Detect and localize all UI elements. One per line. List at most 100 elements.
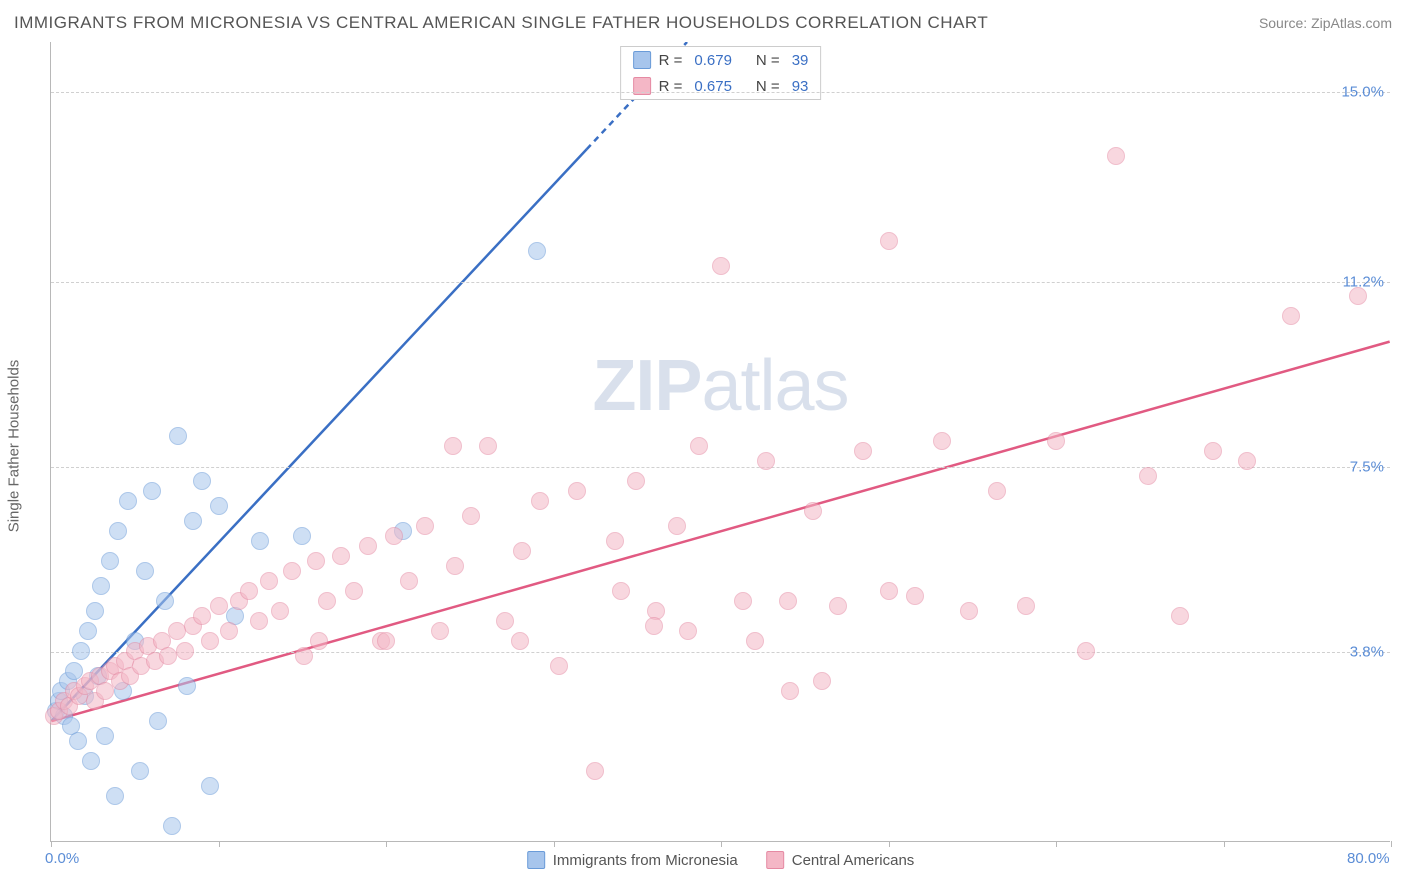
data-point [385, 527, 403, 545]
data-point [136, 562, 154, 580]
data-point [184, 512, 202, 530]
data-point [377, 632, 395, 650]
data-point [880, 232, 898, 250]
data-point [779, 592, 797, 610]
data-point [668, 517, 686, 535]
data-point [446, 557, 464, 575]
data-point [101, 552, 119, 570]
data-point [119, 492, 137, 510]
gridline [51, 467, 1390, 468]
data-point [193, 472, 211, 490]
legend-row: R =0.675N =93 [621, 73, 821, 99]
data-point [250, 612, 268, 630]
data-point [131, 762, 149, 780]
data-point [283, 562, 301, 580]
gridline [51, 92, 1390, 93]
data-point [69, 732, 87, 750]
data-point [271, 602, 289, 620]
data-point [511, 632, 529, 650]
data-point [568, 482, 586, 500]
data-point [260, 572, 278, 590]
data-point [712, 257, 730, 275]
legend-label: Central Americans [792, 852, 915, 869]
watermark: ZIPatlas [592, 345, 848, 427]
data-point [804, 502, 822, 520]
x-tick [386, 841, 387, 847]
data-point [169, 427, 187, 445]
data-point [106, 787, 124, 805]
y-tick-label: 7.5% [1350, 459, 1384, 476]
data-point [109, 522, 127, 540]
chart-header: IMMIGRANTS FROM MICRONESIA VS CENTRAL AM… [0, 0, 1406, 38]
data-point [92, 577, 110, 595]
data-point [627, 472, 645, 490]
x-tick [889, 841, 890, 847]
data-point [79, 622, 97, 640]
data-point [690, 437, 708, 455]
data-point [1077, 642, 1095, 660]
x-tick [554, 841, 555, 847]
data-point [220, 622, 238, 640]
data-point [496, 612, 514, 630]
x-tick [51, 841, 52, 847]
data-point [210, 597, 228, 615]
data-point [149, 712, 167, 730]
data-point [1349, 287, 1367, 305]
data-point [988, 482, 1006, 500]
x-tick [1224, 841, 1225, 847]
y-tick-label: 3.8% [1350, 644, 1384, 661]
data-point [163, 817, 181, 835]
data-point [513, 542, 531, 560]
r-label: R = [659, 52, 683, 69]
data-point [1282, 307, 1300, 325]
data-point [176, 642, 194, 660]
data-point [96, 727, 114, 745]
data-point [1107, 147, 1125, 165]
legend-swatch [766, 851, 784, 869]
gridline [51, 652, 1390, 653]
data-point [318, 592, 336, 610]
data-point [880, 582, 898, 600]
data-point [307, 552, 325, 570]
legend-label: Immigrants from Micronesia [553, 852, 738, 869]
data-point [746, 632, 764, 650]
x-tick-label: 0.0% [45, 850, 79, 867]
data-point [168, 622, 186, 640]
data-point [528, 242, 546, 260]
data-point [1171, 607, 1189, 625]
data-point [781, 682, 799, 700]
legend-row: R =0.679N =39 [621, 47, 821, 73]
y-axis-title: Single Father Households [6, 360, 23, 533]
data-point [1139, 467, 1157, 485]
source-label: Source: ZipAtlas.com [1259, 15, 1392, 31]
data-point [82, 752, 100, 770]
trendlines [51, 42, 1390, 841]
data-point [251, 532, 269, 550]
data-point [293, 527, 311, 545]
data-point [606, 532, 624, 550]
data-point [1017, 597, 1035, 615]
chart-title: IMMIGRANTS FROM MICRONESIA VS CENTRAL AM… [14, 13, 988, 33]
data-point [813, 672, 831, 690]
data-point [462, 507, 480, 525]
data-point [1047, 432, 1065, 450]
data-point [201, 777, 219, 795]
r-value: 0.679 [694, 52, 732, 69]
data-point [444, 437, 462, 455]
data-point [531, 492, 549, 510]
legend-swatch [633, 51, 651, 69]
data-point [193, 607, 211, 625]
gridline [51, 282, 1390, 283]
data-point [431, 622, 449, 640]
legend-item: Central Americans [766, 851, 915, 869]
data-point [159, 647, 177, 665]
data-point [72, 642, 90, 660]
data-point [416, 517, 434, 535]
data-point [359, 537, 377, 555]
data-point [143, 482, 161, 500]
data-point [586, 762, 604, 780]
x-tick [1056, 841, 1057, 847]
data-point [310, 632, 328, 650]
data-point [400, 572, 418, 590]
data-point [829, 597, 847, 615]
